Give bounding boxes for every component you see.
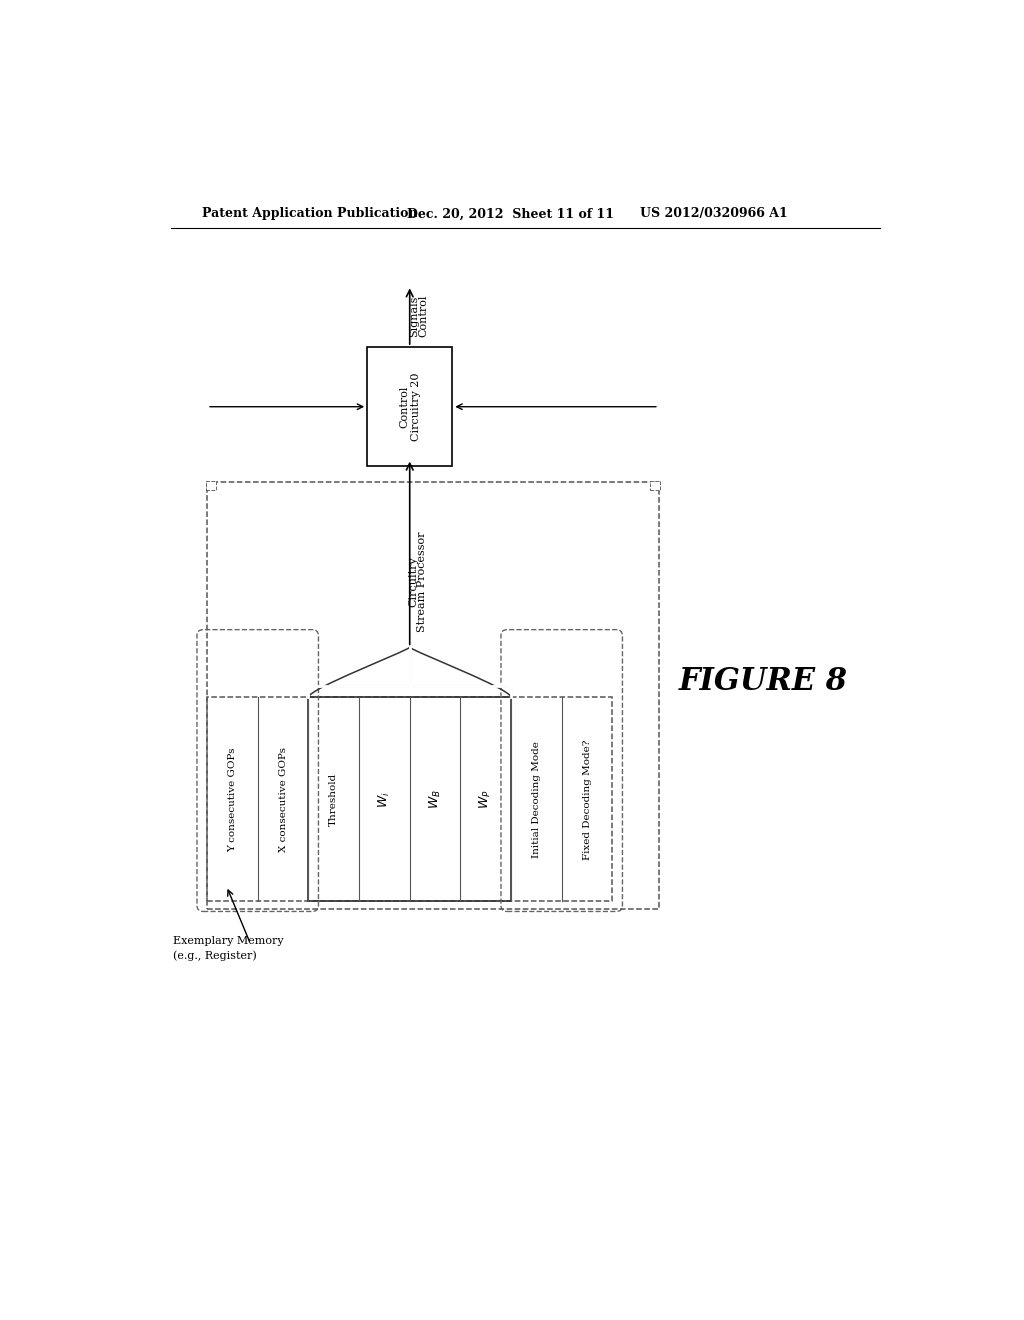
Text: $W_B$: $W_B$ (427, 789, 442, 809)
Text: Patent Application Publication: Patent Application Publication (202, 207, 417, 220)
Text: US 2012/0320966 A1: US 2012/0320966 A1 (640, 207, 787, 220)
Text: Circuitry: Circuitry (409, 557, 419, 607)
Text: Fixed Decoding Mode?: Fixed Decoding Mode? (583, 739, 592, 859)
Text: FIGURE 8: FIGURE 8 (679, 667, 848, 697)
Bar (207, 482, 658, 909)
Text: X consecutive GOPs: X consecutive GOPs (279, 747, 288, 851)
Text: Control: Control (419, 296, 429, 338)
Bar (207, 697, 612, 902)
Bar (206, 480, 216, 490)
Bar (367, 347, 453, 466)
Text: Exemplary Memory
(e.g., Register): Exemplary Memory (e.g., Register) (173, 936, 284, 961)
Text: Signals: Signals (410, 296, 420, 337)
Text: $W_i$: $W_i$ (377, 791, 392, 808)
Bar (308, 697, 511, 902)
Text: Dec. 20, 2012  Sheet 11 of 11: Dec. 20, 2012 Sheet 11 of 11 (407, 207, 614, 220)
Bar (650, 480, 659, 490)
Text: Stream Processor: Stream Processor (417, 532, 427, 632)
Text: Control
Circuitry 20: Control Circuitry 20 (399, 372, 421, 441)
Text: Threshold: Threshold (329, 772, 338, 826)
Text: $W_P$: $W_P$ (478, 789, 494, 809)
Text: Initial Decoding Mode: Initial Decoding Mode (531, 741, 541, 858)
Text: Y consecutive GOPs: Y consecutive GOPs (228, 747, 237, 851)
